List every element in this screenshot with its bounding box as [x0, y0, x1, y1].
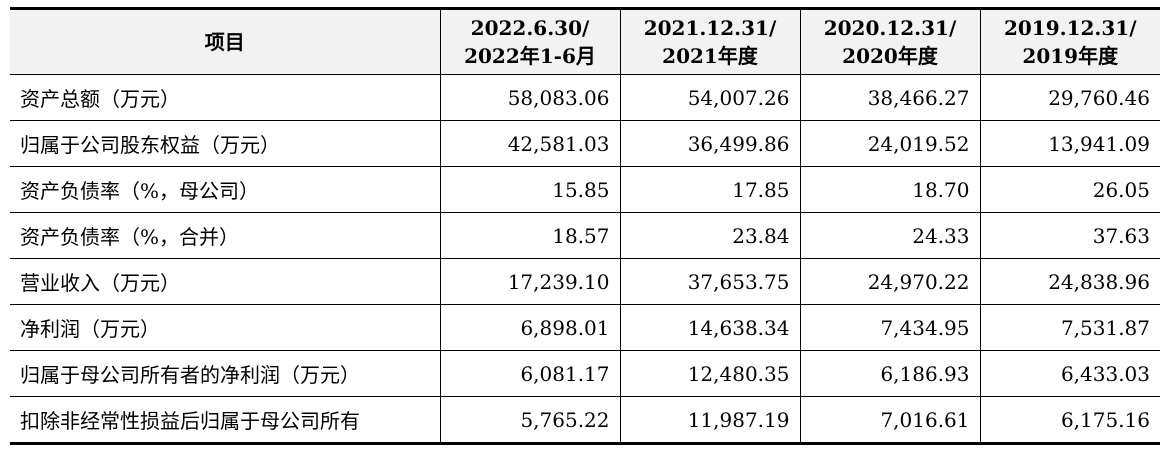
header-row: 项目 2022.6.30/2022年1-6月 2021.12.31/2021年度 20… — [10, 8, 1160, 75]
row-label: 营业收入（万元） — [10, 258, 441, 305]
row-label: 净利润（万元） — [10, 304, 441, 351]
table-row: 资产负债率（%，母公司） 15.85 17.85 18.70 26.05 — [10, 166, 1160, 213]
row-label: 归属于母公司所有者的净利润（万元） — [10, 350, 441, 397]
table-header: 项目 2022.6.30/2022年1-6月 2021.12.31/2021年度 20… — [10, 8, 1160, 75]
data-table: 项目 2022.6.30/2022年1-6月 2021.12.31/2021年度 20… — [10, 7, 1160, 445]
cell-value: 18.57 — [439, 212, 621, 259]
cell-value: 7,531.87 — [979, 304, 1160, 351]
cell-value: 5,765.22 — [439, 396, 621, 444]
header-line: 2022年1-6月 — [464, 44, 596, 68]
table-row: 净利润（万元） 6,898.01 14,638.34 7,434.95 7,531.87 — [10, 304, 1160, 351]
cell-value: 37.63 — [979, 212, 1160, 259]
header-line: 2022.6.30/ — [470, 16, 590, 40]
header-line: 2021.12.31/ — [643, 16, 777, 40]
cell-value: 6,433.03 — [979, 350, 1160, 397]
cell-value: 13,941.09 — [979, 120, 1160, 167]
cell-value: 6,898.01 — [439, 304, 621, 351]
cell-value: 38,466.27 — [799, 74, 981, 121]
header-cell: 2020.12.31/2020年度 — [799, 8, 981, 75]
row-label: 资产负债率（%，母公司） — [10, 166, 441, 213]
table-row: 扣除非经常性损益后归属于母公司所有 5,765.22 11,987.19 7,016.… — [10, 396, 1160, 444]
cell-value: 7,016.61 — [799, 396, 981, 444]
header-cell: 2022.6.30/2022年1-6月 — [439, 8, 621, 75]
header-cell: 2019.12.31/2019年度 — [979, 8, 1160, 75]
cell-value: 6,186.93 — [799, 350, 981, 397]
cell-value: 42,581.03 — [439, 120, 621, 167]
table-row: 资产负债率（%，合并） 18.57 23.84 24.33 37.63 — [10, 212, 1160, 259]
header-line: 2019.12.31/ — [1003, 16, 1137, 40]
header-line: 2021年度 — [662, 44, 758, 68]
cell-value: 6,081.17 — [439, 350, 621, 397]
header-line: 2020年度 — [842, 44, 938, 68]
header-cell: 项目 — [10, 8, 441, 75]
cell-value: 23.84 — [619, 212, 801, 259]
cell-value: 17,239.10 — [439, 258, 621, 305]
cell-value: 37,653.75 — [619, 258, 801, 305]
table-row: 归属于公司股东权益（万元） 42,581.03 36,499.86 24,019.52… — [10, 120, 1160, 167]
cell-value: 36,499.86 — [619, 120, 801, 167]
cell-value: 54,007.26 — [619, 74, 801, 121]
header-cell: 2021.12.31/2021年度 — [619, 8, 801, 75]
cell-value: 11,987.19 — [619, 396, 801, 444]
header-line: 2020.12.31/ — [823, 16, 957, 40]
cell-value: 17.85 — [619, 166, 801, 213]
cell-value: 29,760.46 — [979, 74, 1160, 121]
cell-value: 12,480.35 — [619, 350, 801, 397]
row-label: 资产总额（万元） — [10, 74, 441, 121]
cell-value: 24,019.52 — [799, 120, 981, 167]
cell-value: 14,638.34 — [619, 304, 801, 351]
cell-value: 7,434.95 — [799, 304, 981, 351]
row-label: 归属于公司股东权益（万元） — [10, 120, 441, 167]
cell-value: 18.70 — [799, 166, 981, 213]
table-body: 资产总额（万元） 58,083.06 54,007.26 38,466.27 29,76… — [10, 74, 1160, 444]
header-line: 2019年度 — [1022, 44, 1119, 68]
cell-value: 24,970.22 — [799, 258, 981, 305]
cell-value: 15.85 — [439, 166, 621, 213]
table-row: 营业收入（万元） 17,239.10 37,653.75 24,970.22 24,83… — [10, 258, 1160, 305]
cell-value: 58,083.06 — [439, 74, 621, 121]
cell-value: 24,838.96 — [979, 258, 1160, 305]
table-row: 资产总额（万元） 58,083.06 54,007.26 38,466.27 29,76… — [10, 74, 1160, 121]
cell-value: 24.33 — [799, 212, 981, 259]
cell-value: 26.05 — [979, 166, 1160, 213]
row-label: 扣除非经常性损益后归属于母公司所有 — [10, 396, 441, 444]
row-label: 资产负债率（%，合并） — [10, 212, 441, 259]
table-row: 归属于母公司所有者的净利润（万元） 6,081.17 12,480.35 6,186.… — [10, 350, 1160, 397]
cell-value: 6,175.16 — [979, 396, 1160, 444]
